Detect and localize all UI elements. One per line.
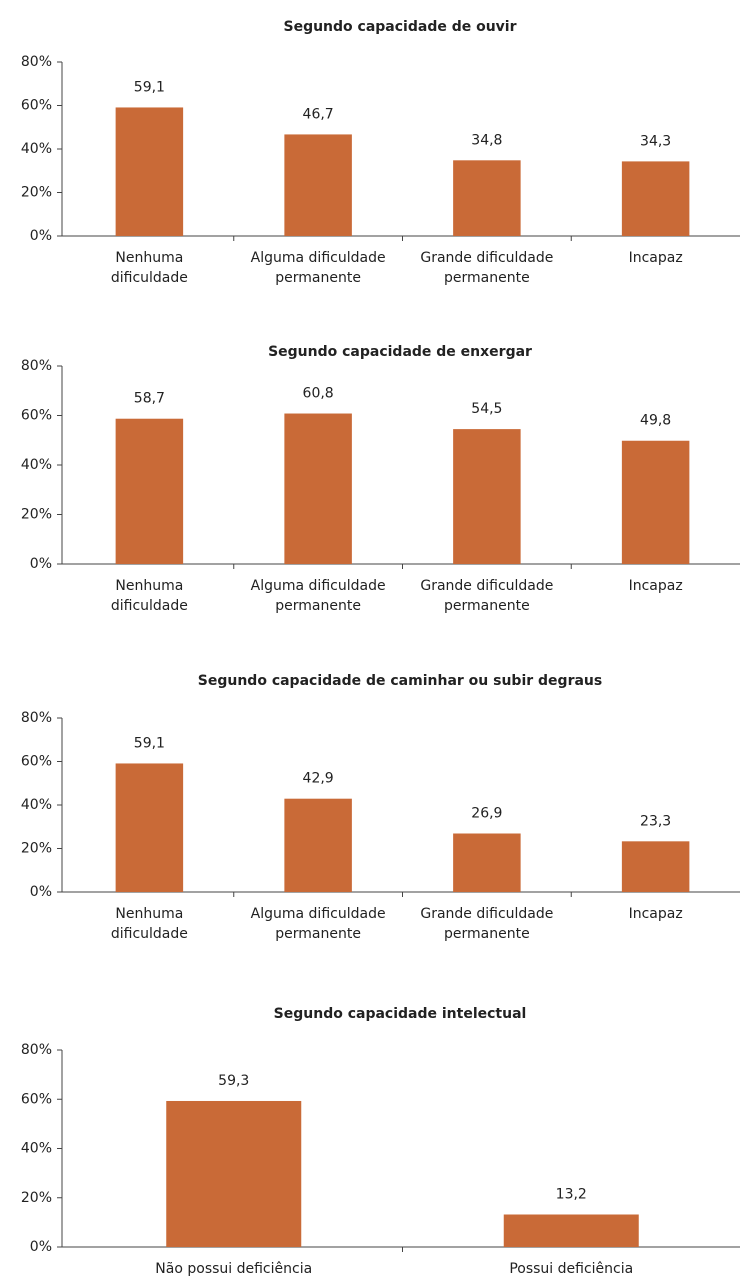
x-tick-label: Incapaz xyxy=(628,906,683,922)
value-label: 59,1 xyxy=(134,735,165,751)
value-label: 54,5 xyxy=(471,401,502,417)
value-label: 13,2 xyxy=(556,1186,587,1202)
chart-title: Segundo capacidade de caminhar ou subir … xyxy=(198,673,602,689)
y-tick-label: 80% xyxy=(21,710,52,726)
y-tick-label: 20% xyxy=(21,185,52,201)
bar xyxy=(503,1214,639,1247)
bar xyxy=(284,413,352,564)
bar xyxy=(621,440,690,564)
bar xyxy=(453,160,521,236)
bar xyxy=(166,1100,302,1247)
bar xyxy=(453,833,521,892)
y-tick-label: 80% xyxy=(21,54,52,70)
x-tick-label: Nenhuma dificuldade xyxy=(110,578,188,614)
bar xyxy=(115,107,184,237)
chart-title: Segundo capacidade de ouvir xyxy=(283,19,516,35)
y-tick-label: 80% xyxy=(21,1042,52,1058)
value-label: 23,3 xyxy=(640,813,671,829)
y-tick-label: 0% xyxy=(30,556,52,572)
y-tick-label: 0% xyxy=(30,228,52,244)
x-tick-label: Incapaz xyxy=(628,578,683,594)
value-label: 60,8 xyxy=(303,386,334,402)
value-label: 58,7 xyxy=(134,391,165,407)
value-label: 46,7 xyxy=(303,106,334,122)
bar xyxy=(115,763,184,892)
y-tick-label: 40% xyxy=(21,797,52,813)
bar xyxy=(621,161,690,236)
y-tick-label: 60% xyxy=(21,98,52,114)
x-tick-label: Nenhuma dificuldade xyxy=(110,250,188,286)
y-tick-label: 60% xyxy=(21,754,52,770)
x-tick-label: Possui deficiência xyxy=(509,1261,634,1277)
bar xyxy=(284,798,352,892)
value-label: 49,8 xyxy=(640,413,671,429)
x-tick-label: Grande dificuldade permanente xyxy=(420,578,554,614)
bar xyxy=(115,418,184,564)
value-label: 59,3 xyxy=(218,1073,249,1089)
y-tick-label: 20% xyxy=(21,841,52,857)
value-label: 26,9 xyxy=(471,805,502,821)
value-label: 59,1 xyxy=(134,79,165,95)
x-tick-label: Grande dificuldade permanente xyxy=(420,250,554,286)
chart-title: Segundo capacidade intelectual xyxy=(274,1006,527,1022)
y-tick-label: 40% xyxy=(21,457,52,473)
y-tick-label: 0% xyxy=(30,1239,52,1255)
bar xyxy=(284,134,352,236)
y-tick-label: 60% xyxy=(21,408,52,424)
value-label: 34,3 xyxy=(640,133,671,149)
chart-title: Segundo capacidade de enxergar xyxy=(268,344,532,360)
value-label: 42,9 xyxy=(303,771,334,787)
y-tick-label: 0% xyxy=(30,884,52,900)
x-tick-label: Não possui deficiência xyxy=(155,1261,313,1277)
x-tick-label: Incapaz xyxy=(628,250,683,266)
x-tick-label: Alguma dificuldade permanente xyxy=(250,906,386,942)
bar xyxy=(621,841,690,892)
y-tick-label: 20% xyxy=(21,507,52,523)
y-tick-label: 20% xyxy=(21,1190,52,1206)
x-tick-label: Grande dificuldade permanente xyxy=(420,906,554,942)
y-tick-label: 40% xyxy=(21,1141,52,1157)
x-tick-label: Nenhuma dificuldade xyxy=(110,906,188,942)
bar xyxy=(453,429,521,564)
y-tick-label: 40% xyxy=(21,141,52,157)
y-tick-label: 60% xyxy=(21,1091,52,1107)
value-label: 34,8 xyxy=(471,132,502,148)
x-tick-label: Alguma dificuldade permanente xyxy=(250,578,386,614)
x-tick-label: Alguma dificuldade permanente xyxy=(250,250,386,286)
y-tick-label: 80% xyxy=(21,358,52,374)
